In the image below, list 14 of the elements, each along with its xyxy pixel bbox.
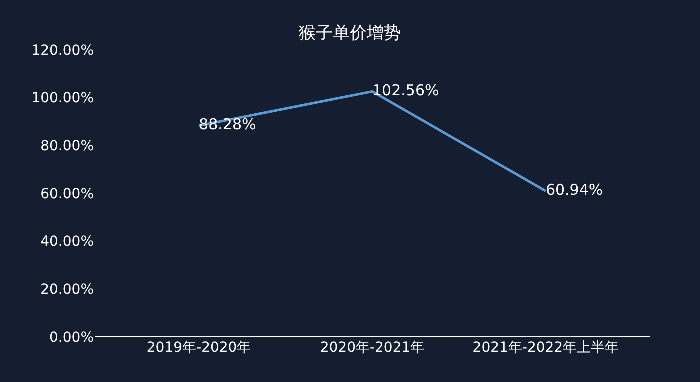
x-tick-label: 2019年-2020年: [146, 340, 252, 356]
y-tick-label: 0.00%: [50, 330, 94, 346]
text: 60.94%: [546, 181, 604, 199]
y-tick-label: 40.00%: [40, 234, 94, 250]
y-tick-label: 60.00%: [40, 186, 94, 202]
y-tick-label: 100.00%: [32, 90, 94, 107]
text: 88.28%: [199, 116, 256, 134]
x-tick-label: 2021年-2022年上半年: [472, 340, 620, 356]
y-tick-label: 80.00%: [40, 138, 94, 155]
y-tick-label: 120.00%: [32, 42, 94, 59]
x-tick-label: 2020年-2021年: [320, 340, 425, 356]
text: 102.56%: [372, 81, 440, 100]
y-tick-label: 20.00%: [40, 282, 94, 298]
chart-title: 猴子单价增势: [299, 24, 401, 44]
